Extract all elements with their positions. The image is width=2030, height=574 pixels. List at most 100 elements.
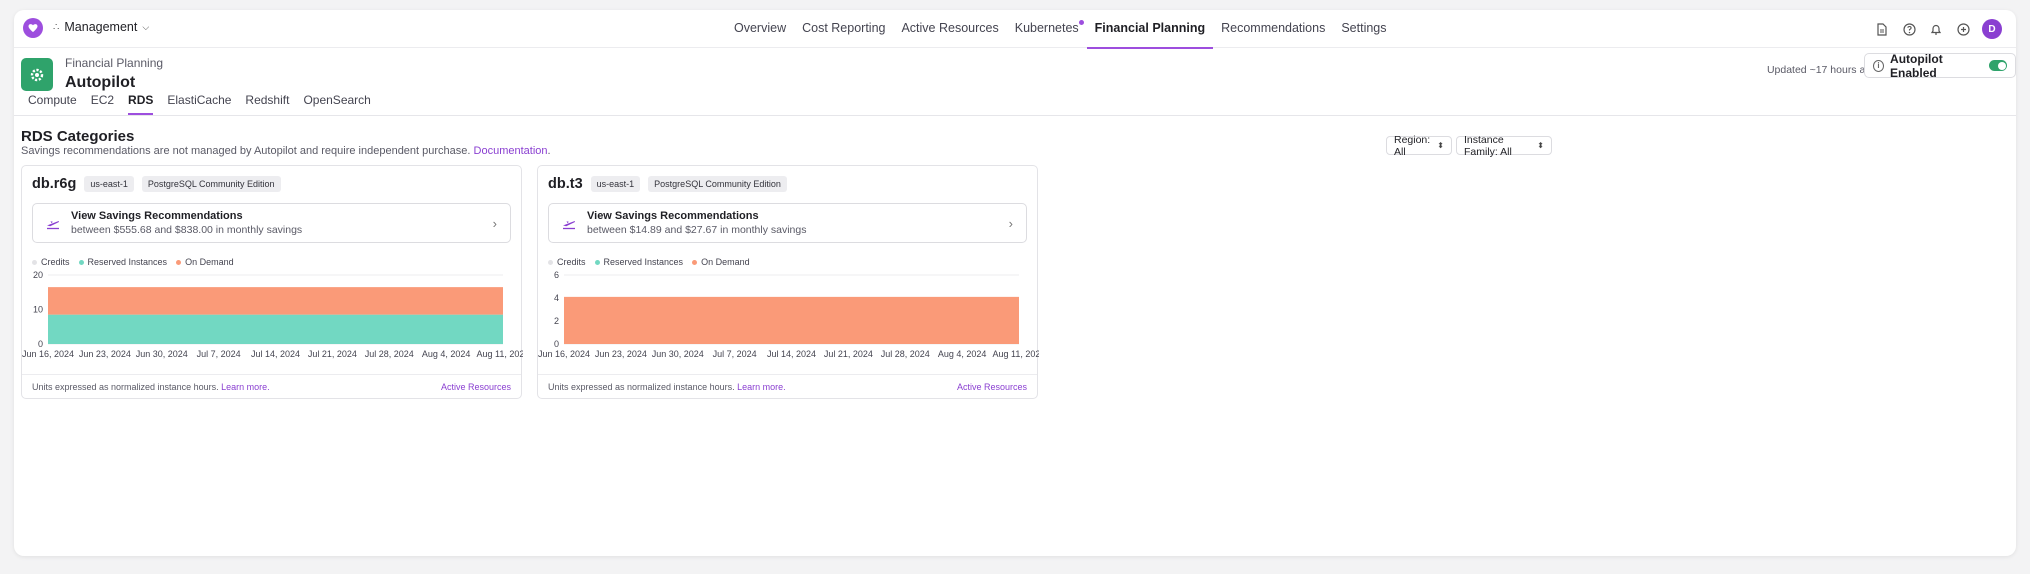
description-period: . — [547, 145, 551, 157]
rds-category-card: db.t3 us-east-1 PostgreSQL Community Edi… — [537, 165, 1039, 399]
engine-tag: PostgreSQL Community Edition — [141, 176, 281, 192]
updated-timestamp: Updated ~17 hours ago — [1766, 64, 1877, 76]
card-footer-divider — [22, 374, 521, 375]
y-tick-label: 4 — [554, 293, 559, 303]
autopilot-toggle-button[interactable]: i Autopilot Enabled — [1864, 51, 2016, 80]
y-tick-label: 2 — [554, 316, 559, 326]
y-tick-label: 0 — [554, 339, 559, 349]
x-tick-label: Jun 16, 2024 — [22, 349, 74, 359]
recommendation-text: View Savings Recommendations between $14… — [587, 210, 807, 236]
tab-ec2[interactable]: EC2 — [90, 93, 115, 107]
tab-rds[interactable]: RDS — [121, 90, 160, 115]
legend-label: Reserved Instances — [603, 257, 684, 267]
y-tick-label: 20 — [33, 270, 43, 280]
legend-label: On Demand — [701, 257, 750, 267]
view-savings-recommendations-button[interactable]: View Savings Recommendations between $55… — [32, 203, 511, 243]
autopilot-label: Autopilot Enabled — [1890, 51, 1943, 80]
autopilot-page-icon — [21, 58, 53, 91]
plane-takeoff-icon — [47, 221, 60, 230]
view-savings-recommendations-button[interactable]: View Savings Recommendations between $14… — [548, 203, 1027, 243]
legend-item-credits[interactable]: Credits — [548, 257, 586, 267]
recommendation-savings: between $14.89 and $27.67 in monthly sav… — [587, 224, 807, 236]
card-header: db.r6g us-east-1 PostgreSQL Community Ed… — [32, 176, 281, 192]
chevron-right-icon: › — [492, 215, 497, 231]
x-tick-label: Aug 4, 2024 — [938, 349, 987, 359]
x-tick-label: Jul 21, 2024 — [308, 349, 357, 359]
notification-dot — [1078, 20, 1084, 25]
nav-recommendations[interactable]: Recommendations — [1213, 10, 1333, 48]
area-series-on-demand[interactable] — [48, 287, 503, 315]
page-title: Autopilot — [65, 74, 136, 91]
service-tabs: Compute EC2 RDS ElastiCache Redshift OpenSear… — [21, 90, 378, 115]
legend-swatch — [78, 259, 84, 265]
region-filter-label: Region: All — [1394, 133, 1431, 158]
active-resources-link[interactable]: Active Resources — [956, 382, 1027, 392]
org-selector[interactable]: ∴ Management ⌵ — [53, 20, 149, 34]
x-tick-label: Aug 4, 2024 — [422, 349, 471, 359]
x-tick-label: Jul 21, 2024 — [824, 349, 873, 359]
instance-family-filter[interactable]: Instance Family: All ⬍ — [1456, 134, 1552, 158]
nav-settings[interactable]: Settings — [1333, 10, 1394, 48]
nav-financial-planning[interactable]: Financial Planning — [1086, 10, 1214, 49]
recommendation-title: View Savings Recommendations — [71, 210, 243, 222]
nav-overview[interactable]: Overview — [726, 10, 794, 48]
main-nav: Overview Cost Reporting Active Resources Ku… — [726, 10, 1395, 49]
recommendation-title: View Savings Recommendations — [587, 210, 759, 222]
units-note: Units expressed as normalized instance h… — [548, 382, 786, 392]
section-description-text: Savings recommendations are not managed … — [21, 145, 471, 157]
x-tick-label: Aug 11, 2024 — [477, 349, 523, 359]
document-icon[interactable] — [1874, 21, 1890, 37]
legend-item-reserved-instances[interactable]: Reserved Instances — [594, 257, 684, 267]
top-navigation-bar: ∴ Management ⌵ Overview Cost Reporting Act… — [14, 10, 2016, 49]
tab-compute[interactable]: Compute — [28, 93, 77, 107]
legend-label: Credits — [557, 257, 586, 267]
legend-item-reserved-instances[interactable]: Reserved Instances — [78, 257, 168, 267]
usage-area-chart: 0 2 4 6 Jun 16, 2024 Jun 23, 2024 Jun 30, 2024… — [538, 270, 1039, 359]
tab-opensearch[interactable]: OpenSearch — [303, 93, 371, 107]
tab-elasticache[interactable]: ElastiCache — [167, 93, 232, 107]
card-title: db.t3 — [548, 176, 583, 192]
area-series-on-demand[interactable] — [564, 296, 1019, 344]
x-tick-label: Jul 28, 2024 — [365, 349, 414, 359]
legend-label: Reserved Instances — [87, 257, 168, 267]
nav-cost-reporting[interactable]: Cost Reporting — [794, 10, 893, 48]
app-logo-icon[interactable] — [23, 18, 43, 38]
region-tag: us-east-1 — [590, 176, 641, 192]
rds-category-card: db.r6g us-east-1 PostgreSQL Community Ed… — [21, 165, 523, 399]
sort-arrows-icon: ⬍ — [1537, 141, 1544, 150]
autopilot-switch[interactable] — [1988, 60, 2007, 71]
x-tick-label: Jun 30, 2024 — [136, 349, 188, 359]
x-tick-label: Jul 7, 2024 — [713, 349, 757, 359]
top-icons: D — [1874, 19, 2002, 39]
card-header: db.t3 us-east-1 PostgreSQL Community Edi… — [548, 176, 787, 192]
info-icon: i — [1873, 59, 1885, 72]
active-resources-link[interactable]: Active Resources — [440, 382, 511, 392]
help-icon[interactable] — [1901, 21, 1917, 37]
legend-item-on-demand[interactable]: On Demand — [692, 257, 750, 267]
x-tick-label: Jul 7, 2024 — [197, 349, 241, 359]
legend-item-credits[interactable]: Credits — [32, 257, 70, 267]
breadcrumb[interactable]: Financial Planning — [65, 56, 164, 70]
legend-swatch — [692, 259, 698, 265]
sort-arrows-icon: ⬍ — [1437, 141, 1444, 150]
plus-circle-icon[interactable] — [1955, 21, 1971, 37]
nav-active-resources[interactable]: Active Resources — [893, 10, 1006, 48]
bell-icon[interactable] — [1928, 21, 1944, 37]
legend-item-on-demand[interactable]: On Demand — [176, 257, 234, 267]
x-tick-label: Aug 11, 2024 — [993, 349, 1039, 359]
learn-more-link[interactable]: Learn more. — [221, 382, 270, 392]
units-note-text: Units expressed as normalized instance h… — [32, 382, 219, 392]
documentation-link[interactable]: Documentation — [473, 145, 548, 157]
nav-label: Settings — [1341, 21, 1387, 35]
card-footer-divider — [538, 374, 1037, 375]
tab-redshift[interactable]: Redshift — [245, 93, 290, 107]
nav-label: Financial Planning — [1094, 21, 1206, 35]
usage-area-chart: 0 10 20 Jun 16, 2024 Jun 23, 2024 Jun 30, 202… — [22, 270, 523, 359]
chart-legend: Credits Reserved Instances On Demand — [32, 257, 234, 267]
legend-swatch — [594, 259, 600, 265]
nav-kubernetes[interactable]: Kubernetes — [1007, 10, 1087, 48]
user-avatar[interactable]: D — [1982, 19, 2002, 39]
learn-more-link[interactable]: Learn more. — [737, 382, 786, 392]
area-series-reserved-instances[interactable] — [48, 314, 503, 344]
region-filter[interactable]: Region: All ⬍ — [1386, 133, 1452, 158]
